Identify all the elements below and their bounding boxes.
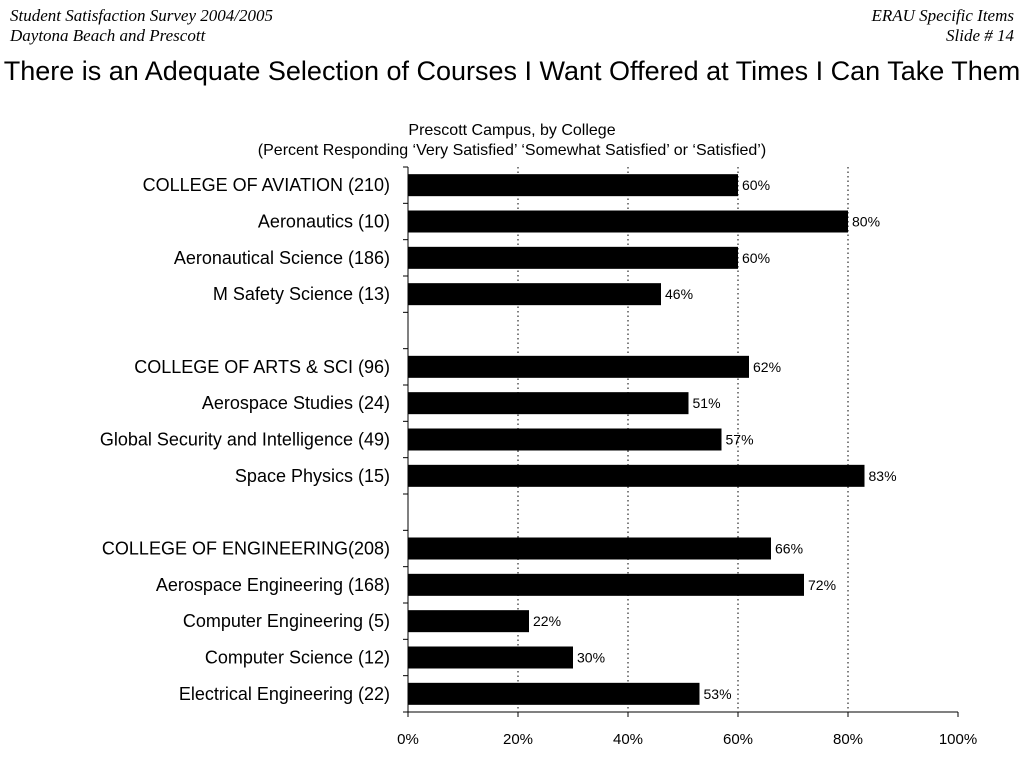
category-label: Electrical Engineering (22) [179, 684, 390, 704]
bar [408, 246, 738, 269]
category-label: COLLEGE OF ARTS & SCI (96) [134, 357, 390, 377]
survey-name: Student Satisfaction Survey 2004/2005 [10, 6, 273, 25]
bar-value-label: 22% [533, 613, 561, 629]
bar-value-label: 80% [852, 214, 880, 230]
bar-value-label: 53% [704, 686, 732, 702]
category-label: Aeronautical Science (186) [174, 248, 390, 268]
bar [408, 210, 848, 233]
bar [408, 610, 529, 633]
x-tick-label: 0% [397, 731, 419, 748]
bar-value-label: 72% [808, 577, 836, 593]
bar-value-label: 30% [577, 650, 605, 666]
bar-value-label: 46% [665, 286, 693, 302]
bar [408, 428, 722, 451]
bar-value-label: 66% [775, 541, 803, 557]
category-label: Space Physics (15) [235, 466, 390, 486]
chart-subtitle-note: (Percent Responding ‘Very Satisfied’ ‘So… [257, 142, 767, 159]
bar [408, 682, 700, 705]
category-label: Aerospace Engineering (168) [156, 575, 390, 595]
category-label: Aerospace Studies (24) [202, 393, 390, 413]
bar-value-label: 62% [753, 359, 781, 375]
category-label: COLLEGE OF ENGINEERING(208) [102, 539, 390, 559]
x-tick-label: 20% [503, 731, 533, 748]
bar-value-label: 57% [726, 432, 754, 448]
bar-value-label: 60% [742, 250, 770, 266]
chart-subtitle: Prescott Campus, by College [408, 122, 616, 139]
category-label: COLLEGE OF AVIATION (210) [143, 175, 390, 195]
x-tick-label: 40% [613, 731, 643, 748]
category-label: Aeronautics (10) [258, 212, 390, 232]
bar-value-label: 60% [742, 177, 770, 193]
bar [408, 392, 689, 415]
bar [408, 283, 661, 306]
campus-names: Daytona Beach and Prescott [10, 26, 206, 45]
section-name: ERAU Specific Items [871, 6, 1014, 25]
x-tick-label: 60% [723, 731, 753, 748]
bar [408, 464, 865, 487]
bar [408, 537, 771, 560]
bar [408, 646, 573, 669]
bar [408, 355, 749, 378]
header-right: ERAU Specific Items Slide # 14 [871, 6, 1014, 46]
category-label: Global Security and Intelligence (49) [100, 430, 390, 450]
slide-number: Slide # 14 [946, 26, 1014, 45]
bar-value-label: 51% [693, 395, 721, 411]
header-left: Student Satisfaction Survey 2004/2005 Da… [10, 6, 273, 46]
chart-title: There is an Adequate Selection of Course… [3, 56, 1021, 86]
category-label: Computer Engineering (5) [183, 611, 390, 631]
category-label: Computer Science (12) [205, 648, 390, 668]
bar-value-label: 83% [869, 468, 897, 484]
bar [408, 573, 804, 596]
category-label: M Safety Science (13) [213, 284, 390, 304]
bar [408, 174, 738, 197]
x-tick-label: 100% [939, 731, 977, 748]
x-tick-label: 80% [833, 731, 863, 748]
